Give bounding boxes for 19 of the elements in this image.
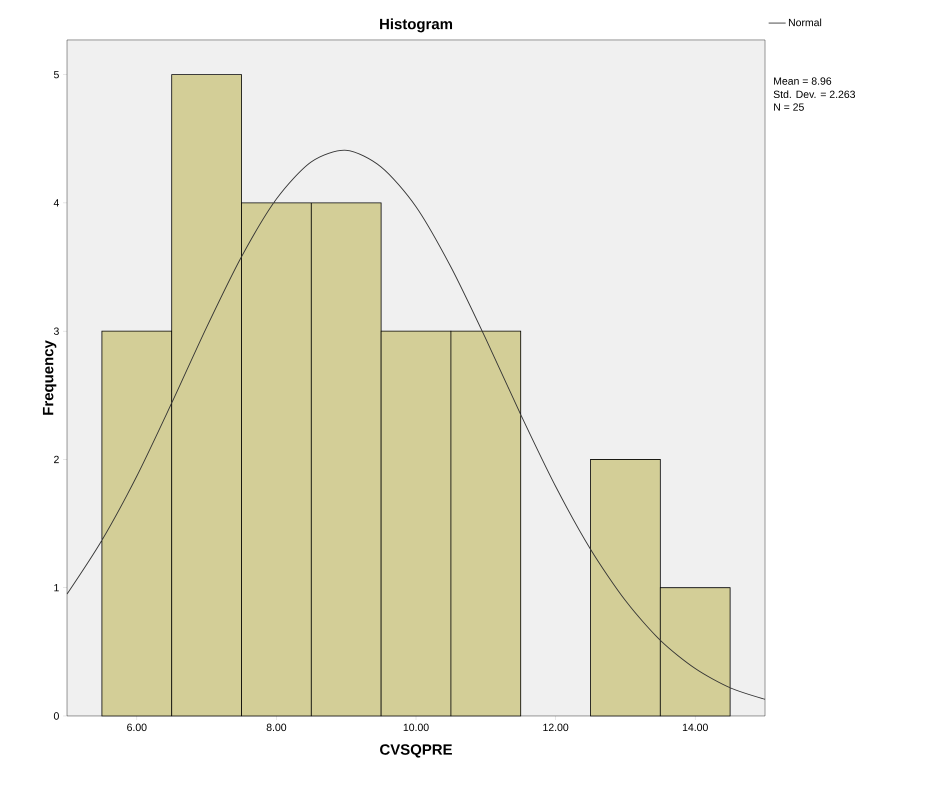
line-series (66, 150, 766, 700)
x-tick-label: 10.00 (404, 724, 429, 732)
y-tick-label: 3 (54, 327, 59, 335)
y-tick-label: 5 (54, 70, 59, 78)
text: Std. Dev. = 2.263 (774, 90, 856, 98)
legend-label: Normal (788, 18, 822, 26)
y-axis-title: Frequency (42, 340, 56, 415)
y-tick-label: 0 (54, 712, 59, 720)
text: Mean = 8.96 (774, 77, 832, 85)
y-tick-label: 1 (54, 584, 59, 592)
x-tick-label: 12.00 (543, 724, 568, 732)
chart-title: Histogram (380, 18, 452, 32)
x-tick-label: 6.00 (127, 724, 147, 732)
x-axis-title: CVSQPRE (380, 744, 452, 758)
x-tick-label: 14.00 (682, 724, 708, 732)
y-tick-label: 4 (54, 199, 60, 206)
text: N = 25 (774, 103, 804, 111)
y-tick-label: 2 (54, 456, 59, 464)
x-tick-label: 8.00 (266, 724, 286, 732)
